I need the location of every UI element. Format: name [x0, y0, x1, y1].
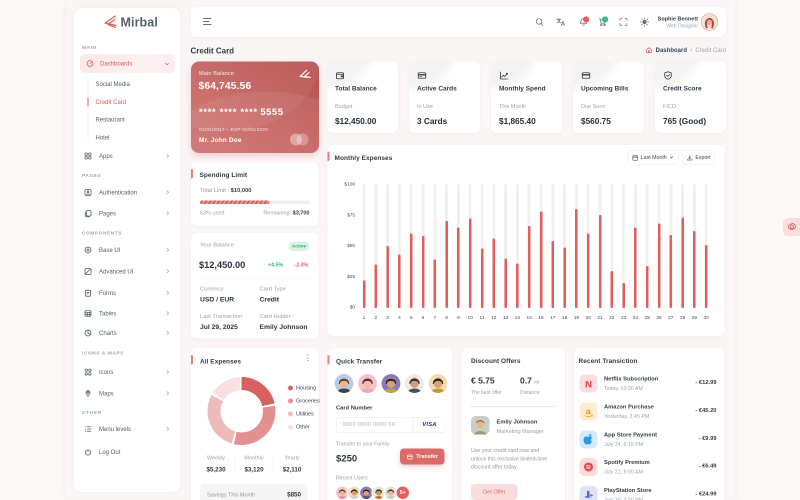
svg-text:N: N — [585, 379, 592, 390]
svg-text:a: a — [586, 406, 592, 416]
